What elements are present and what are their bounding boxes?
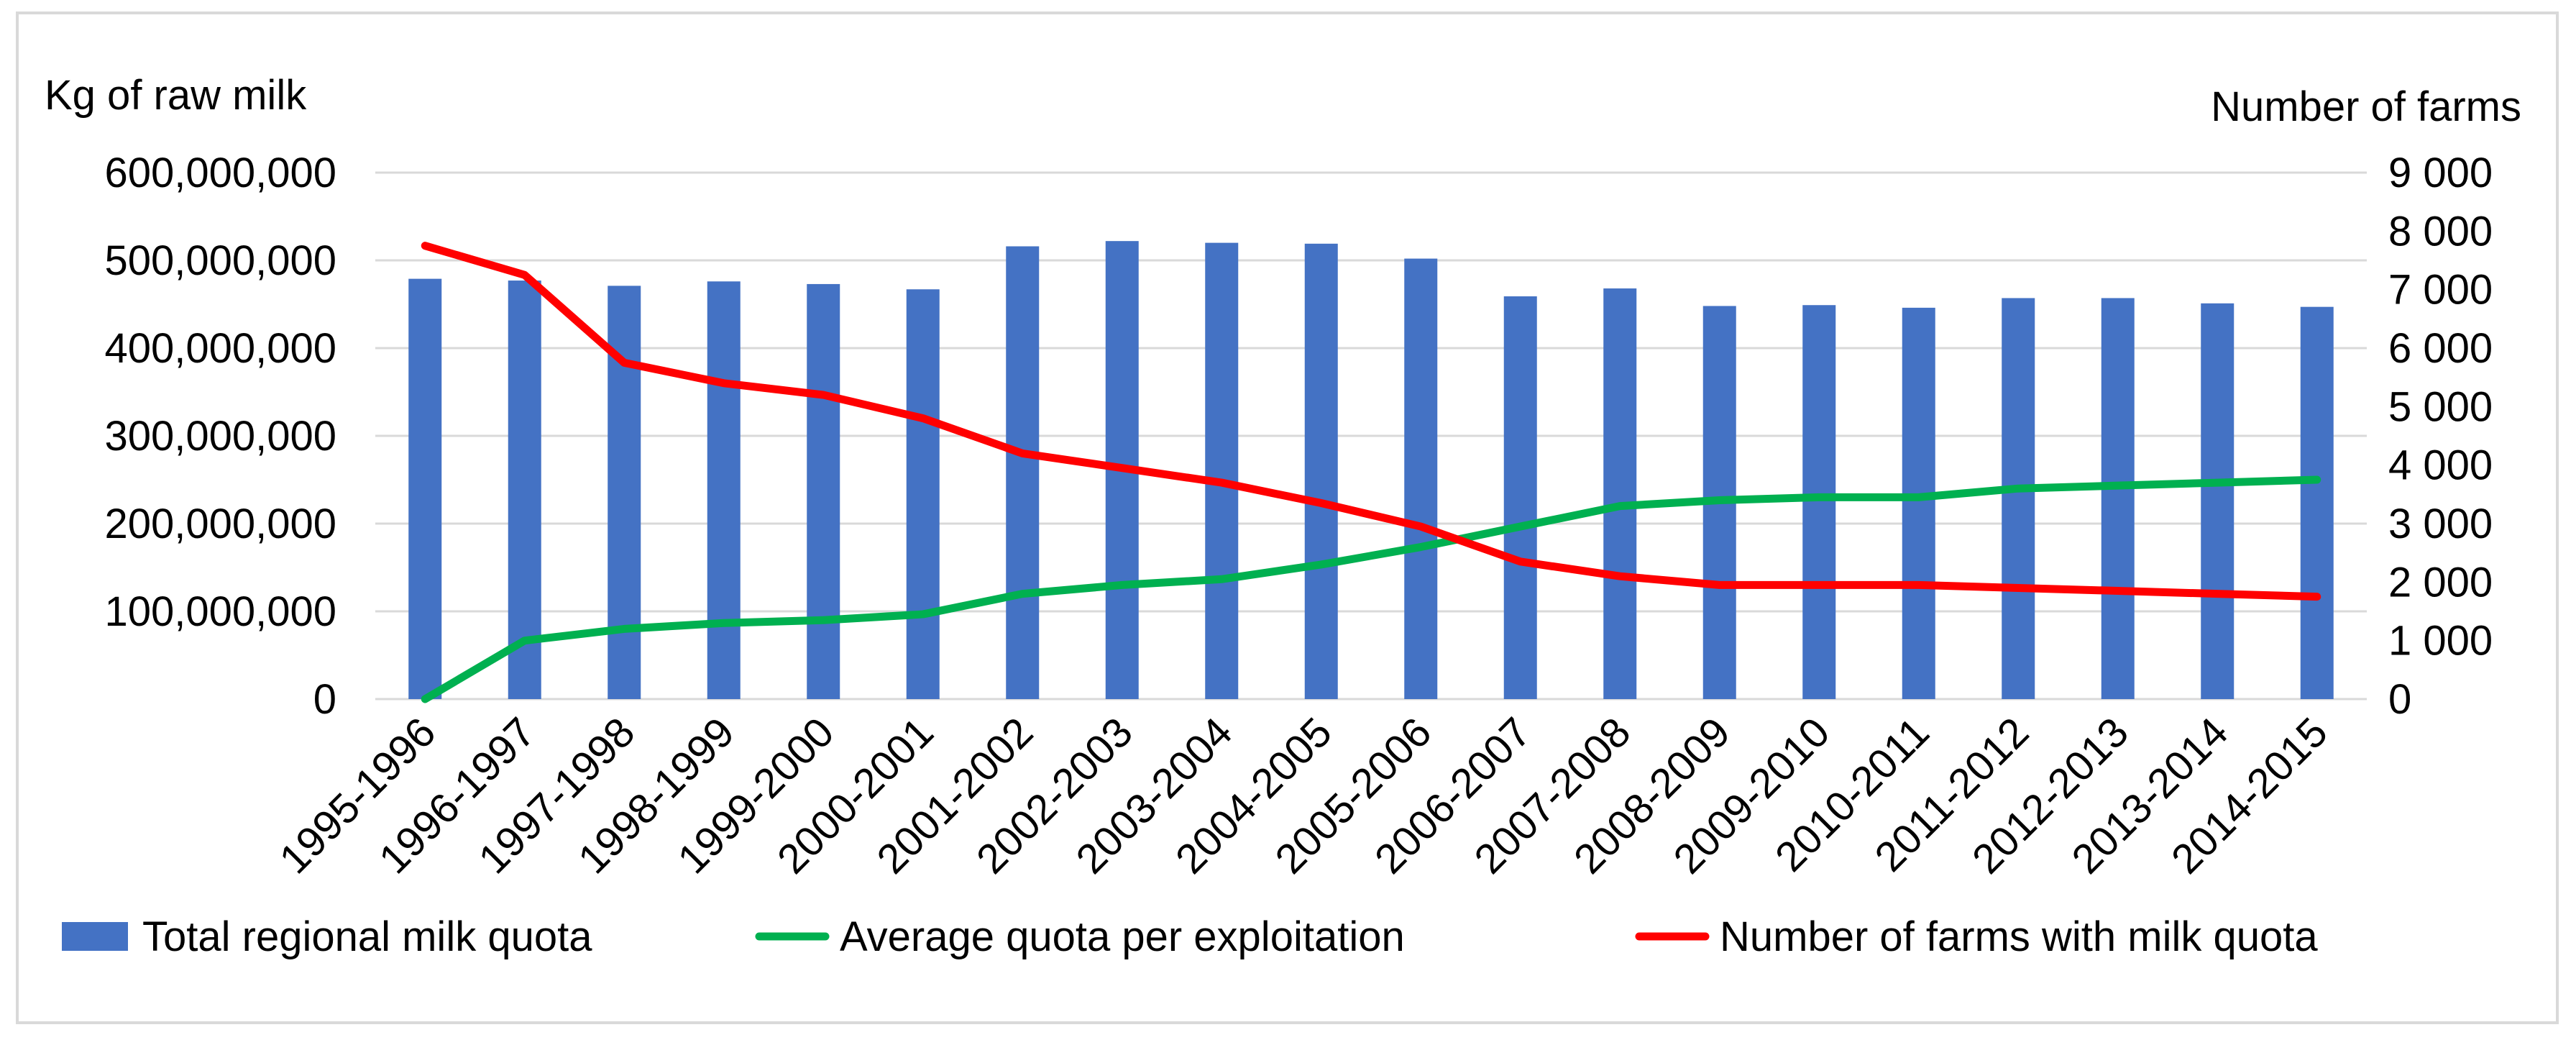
bar [2101,298,2135,700]
y-right-tick-label: 5 000 [2388,383,2493,430]
chart-frame [16,12,2559,1024]
left-axis-ticks: 0 100,000,000 200,000,000 300,000,000 400,00… [104,150,336,723]
bar [408,278,442,699]
y-right-tick-label: 2 000 [2388,559,2493,606]
bar [1503,296,1537,699]
bar [1304,243,1338,699]
y-left-tick-label: 0 [313,676,336,723]
y-right-tick-label: 3 000 [2388,501,2493,547]
gridlines [375,171,2367,701]
y-left-tick-label: 600,000,000 [104,150,336,196]
bar [2002,298,2035,700]
y-left-tick-label: 400,000,000 [104,325,336,372]
bar [1603,288,1637,699]
legend-swatch [62,922,128,951]
bar [1802,305,1836,700]
y-left-tick-label: 300,000,000 [104,413,336,460]
series-line [421,475,2321,703]
bar-series [408,241,2334,700]
legend: Total regional milk quota Average quota p… [62,913,2318,960]
line-series [421,242,2321,703]
y-right-tick-label: 7 000 [2388,267,2493,314]
series-line [421,242,2321,601]
bar [906,289,940,699]
bar [1404,258,1438,699]
bar [508,280,541,699]
right-axis-title: Number of farms [2211,83,2521,130]
y-right-tick-label: 6 000 [2388,325,2493,372]
legend-label: Number of farms with milk quota [1720,913,2318,960]
legend-label: Average quota per exploitation [840,913,1405,960]
bar [707,281,741,699]
bar [1205,242,1239,700]
y-right-tick-label: 1 000 [2388,618,2493,665]
bar [1006,246,1040,700]
bar [1902,307,1935,699]
right-axis-ticks: 0 1 000 2 000 3 000 4 000 5 000 6 000 7 000 8 00… [2388,150,2493,723]
x-axis-ticks: 1995-19961996-19971997-19981998-19991999… [270,708,2337,882]
y-right-tick-label: 9 000 [2388,150,2493,196]
y-right-tick-label: 4 000 [2388,442,2493,489]
bar [2300,306,2334,699]
y-left-tick-label: 500,000,000 [104,237,336,284]
bar [807,283,840,699]
y-left-tick-label: 200,000,000 [104,501,336,547]
legend-label: Total regional milk quota [142,913,592,960]
y-right-tick-label: 8 000 [2388,208,2493,255]
y-left-tick-label: 100,000,000 [104,588,336,635]
y-right-tick-label: 0 [2388,676,2411,723]
left-axis-title: Kg of raw milk [45,72,307,119]
bar [2201,303,2234,699]
